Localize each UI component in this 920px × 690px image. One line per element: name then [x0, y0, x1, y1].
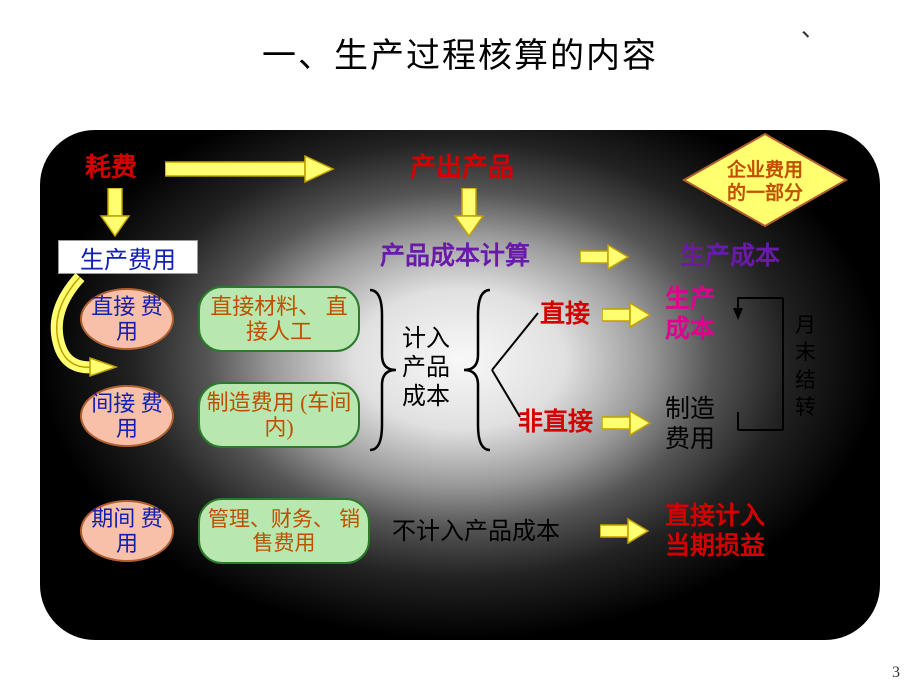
oval-jianjiefeiyong: 间接 费用 [80, 385, 174, 447]
diagram-stage: 耗费 产出产品 企业费用 的一部分 生产费用 产品成本计算 生产成本 直接 费用… [40, 130, 880, 640]
yuemo-bracket [728, 290, 798, 440]
label-yuemo: 月 末 结 转 [795, 312, 816, 421]
label-qiyefeiyong: 企业费用 的一部分 [710, 160, 820, 206]
label-zhizaofeiyong2: 制造 费用 [665, 395, 715, 455]
arrow-right-long [165, 154, 335, 184]
page-number: 3 [892, 664, 900, 682]
page-title: 一、生产过程核算的内容 [0, 0, 920, 77]
box-shengchanfeiyong: 生产费用 [58, 240, 198, 274]
arrow-right-4 [600, 516, 650, 546]
brace-left [362, 285, 402, 455]
label-bujiru: 不计入产品成本 [392, 518, 560, 547]
label-chanchu: 产出产品 [410, 152, 514, 183]
tick-mark: 、 [801, 8, 825, 43]
rrect-zhijiecailiao: 直接材料、 直接人工 [198, 286, 360, 352]
arrow-down-2 [452, 188, 486, 238]
label-jiru: 计入 产品 成本 [402, 325, 450, 411]
label-haofei: 耗费 [85, 152, 137, 183]
rrect-guanlicaiwu: 管理、财务、 销售费用 [198, 498, 370, 564]
oval-qijianfeiyong: 期间 费用 [80, 500, 174, 562]
oval-zhijiefeiyong: 直接 费用 [80, 288, 174, 350]
arrow-down-1 [98, 188, 132, 238]
label-zhijiejiru: 直接计入 当期损益 [665, 502, 765, 562]
arrow-right-1 [580, 242, 630, 272]
label-shengchanchengben2: 生产 成本 [665, 285, 715, 345]
rrect-zhizaofeiyong: 制造费用 (车间内) [198, 382, 360, 448]
arrow-right-2 [602, 300, 652, 330]
split-lines [490, 295, 545, 425]
label-shengchanchengben1: 生产成本 [680, 242, 780, 272]
label-zhijie: 直接 [540, 300, 590, 330]
label-chengbenjisuan: 产品成本计算 [380, 242, 530, 272]
arrow-right-3 [602, 408, 652, 438]
